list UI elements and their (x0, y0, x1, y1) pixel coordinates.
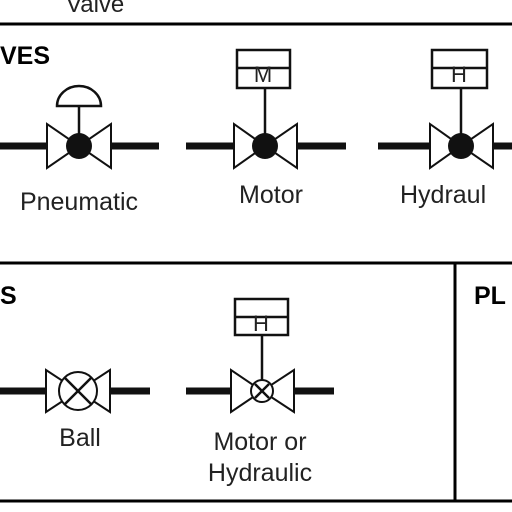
ball-cross-b (64, 377, 92, 405)
lower-right-section-heading: PL (474, 282, 506, 310)
upper-section-heading: VES (0, 42, 50, 70)
valve-center-dot (66, 133, 92, 159)
valve-body-right (77, 122, 112, 170)
hydraulic-valve-symbol: H (378, 48, 512, 170)
valve-body-left (46, 122, 81, 170)
ball-label: Ball (59, 424, 101, 452)
diaphragm-icon (55, 84, 103, 108)
valve-body-right (459, 122, 494, 170)
hydraulic-box-letter: H (253, 311, 269, 336)
motor-or-hydraulic-label-line1: Motor or (213, 428, 306, 456)
valve-body-right (263, 122, 298, 170)
valve-center-dot (448, 133, 474, 159)
valve-body-right (260, 368, 295, 414)
lower-left-section-heading: S (0, 282, 17, 310)
valve-body-left (230, 368, 264, 414)
ball-valve-symbol (0, 368, 150, 414)
pneumatic-label: Pneumatic (20, 188, 138, 216)
motor-or-hydraulic-valve-symbol: H (186, 297, 334, 414)
motor-box-letter: M (254, 62, 272, 87)
valve-center-dot (252, 133, 278, 159)
ball-cross-b (254, 383, 270, 399)
pneumatic-valve-symbol (0, 84, 159, 170)
valve-body-left (233, 122, 267, 170)
motor-or-hydraulic-label-line2: Hydraulic (208, 459, 312, 487)
hydraulic-box-letter: H (451, 62, 467, 87)
valve-body-left (429, 122, 463, 170)
motor-valve-symbol: M (186, 48, 346, 170)
top-caption: Valve (66, 0, 124, 18)
hydraulic-label: Hydraul (400, 181, 486, 209)
motor-label: Motor (239, 181, 303, 209)
